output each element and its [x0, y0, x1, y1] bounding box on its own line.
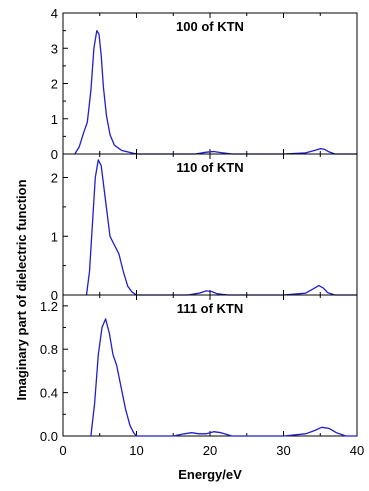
series-line	[90, 318, 357, 437]
y-tick-label: 0	[51, 288, 58, 303]
y-tick-label: 0	[51, 147, 58, 162]
y-tick-label: 1	[51, 229, 58, 244]
series-line	[85, 159, 357, 296]
y-tick-label: 2	[51, 77, 58, 92]
y-axis-title: Imaginary part of dielectric function	[14, 179, 29, 400]
panel-title: 100 of KTN	[176, 19, 244, 34]
y-tick-label: 2	[51, 171, 58, 186]
y-tick-label: 0.8	[40, 342, 58, 357]
panel-3: 0.0 0.4 0.8 1.2 111 of KTN	[40, 294, 358, 444]
plot-frame	[62, 12, 358, 155]
x-tick-label: 0	[59, 443, 66, 458]
y-tick-label: 1.2	[40, 299, 58, 314]
x-axis-title: Energy/eV	[178, 467, 242, 482]
panel-title: 111 of KTN	[177, 301, 243, 316]
x-tick-label: 40	[350, 443, 364, 458]
panel-1: 0 1 2 3 4 100 of KTN	[51, 6, 358, 162]
y-tick-label: 1	[51, 112, 58, 127]
y-tick-label: 3	[51, 41, 58, 56]
y-tick-label: 0.0	[40, 429, 58, 444]
panel-title: 110 of KTN	[176, 160, 243, 175]
series-line	[74, 29, 357, 155]
x-tick-label: 30	[276, 443, 290, 458]
x-tick-label: 20	[203, 443, 217, 458]
chart-panels: 0 1 2 3 4 100 of KTN 0 1 2 110 of KTN 0.0 0.4 0.8 1.2…	[40, 6, 364, 458]
panel-2: 0 1 2 110 of KTN	[51, 153, 358, 303]
y-tick-label: 0.4	[40, 386, 58, 401]
x-tick-label: 10	[129, 443, 143, 458]
y-tick-label: 4	[51, 6, 58, 21]
plot-frame	[62, 153, 358, 296]
plot-frame	[62, 294, 358, 437]
